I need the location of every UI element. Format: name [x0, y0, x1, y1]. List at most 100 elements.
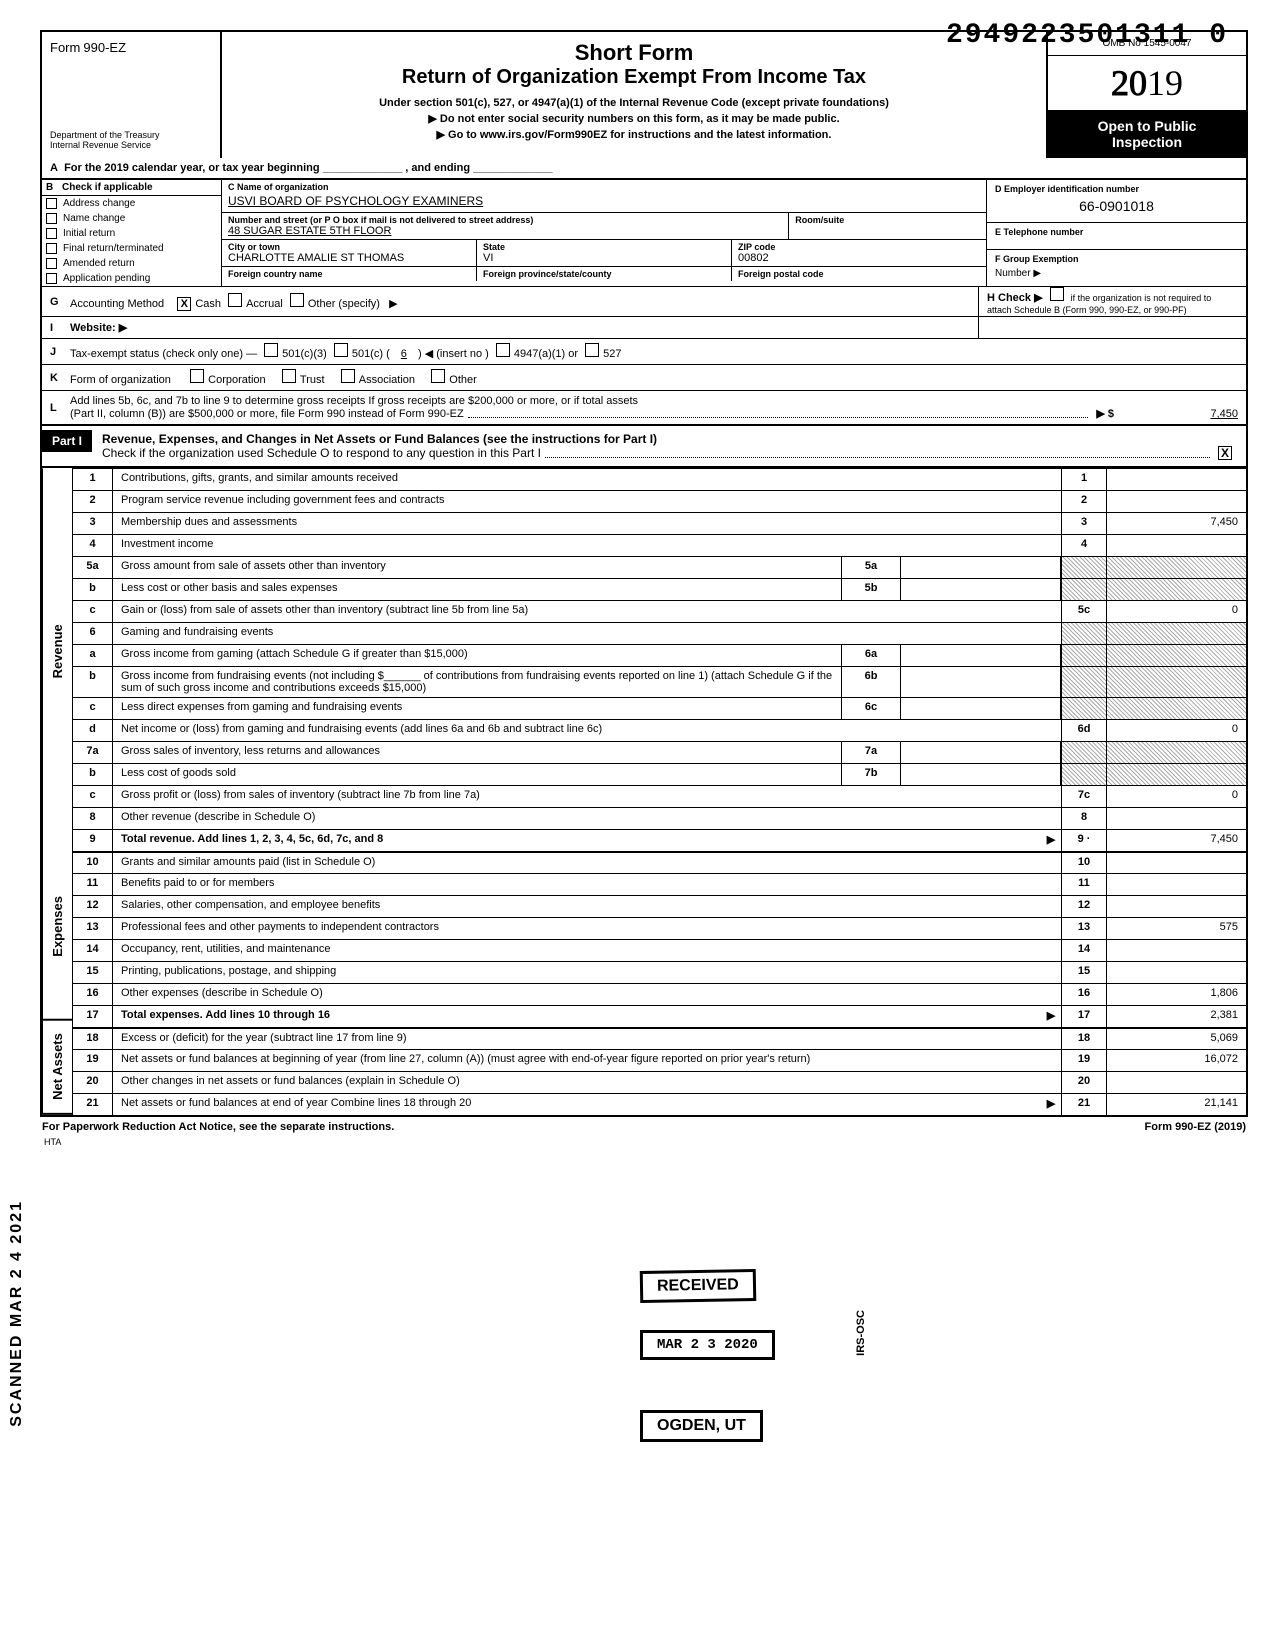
side-netassets: Net Assets: [42, 1021, 72, 1115]
right-line-no: 13: [1061, 918, 1106, 939]
chk-other[interactable]: [290, 293, 304, 307]
line-desc: Net assets or fund balances at beginning…: [113, 1050, 1061, 1071]
line-number: 3: [73, 513, 113, 534]
chk-amended[interactable]: [46, 258, 57, 269]
line-desc: Gross income from gaming (attach Schedul…: [113, 645, 841, 666]
line-desc: Other revenue (describe in Schedule O): [113, 808, 1061, 829]
open-public-2: Inspection: [1056, 134, 1238, 150]
right-line-no: [1061, 557, 1106, 578]
part1-check[interactable]: X: [1218, 446, 1232, 460]
right-line-no: 11: [1061, 874, 1106, 895]
table-row: 13Professional fees and other payments t…: [73, 917, 1246, 939]
chk-corp[interactable]: [190, 369, 204, 383]
chk-pending[interactable]: [46, 273, 57, 284]
right-line-val: 2,381: [1106, 1006, 1246, 1027]
footer: For Paperwork Reduction Act Notice, see …: [40, 1117, 1248, 1137]
chk-h[interactable]: [1050, 287, 1064, 301]
chk-cash[interactable]: X: [177, 297, 191, 311]
chk-4947[interactable]: [496, 343, 510, 357]
right-line-no: 10: [1061, 853, 1106, 873]
opt-4947: 4947(a)(1) or: [514, 348, 578, 360]
right-line-val: 575: [1106, 918, 1246, 939]
right-line-val: [1106, 535, 1246, 556]
right-line-val: [1106, 853, 1246, 873]
right-line-no: [1061, 623, 1106, 644]
row-a-fiscal: A For the 2019 calendar year, or tax yea…: [40, 158, 1248, 180]
line-number: b: [73, 667, 113, 697]
line-desc: Less direct expenses from gaming and fun…: [113, 698, 841, 719]
right-line-val: [1106, 1072, 1246, 1093]
city-val: CHARLOTTE AMALIE ST THOMAS: [228, 252, 470, 264]
line-number: c: [73, 786, 113, 807]
g-label: Accounting Method: [70, 298, 164, 310]
row-g: G Accounting Method XCash Accrual Other …: [40, 286, 1248, 316]
opt-trust: Trust: [300, 374, 325, 386]
chk-assoc[interactable]: [341, 369, 355, 383]
right-line-no: 4: [1061, 535, 1106, 556]
row-k: K Form of organization Corporation Trust…: [40, 364, 1248, 390]
lbl-pending: Application pending: [63, 273, 150, 284]
line-number: 19: [73, 1050, 113, 1071]
line-desc: Other expenses (describe in Schedule O): [113, 984, 1061, 1005]
mid-line-val: [901, 698, 1061, 719]
line-desc: Total revenue. Add lines 1, 2, 3, 4, 5c,…: [113, 830, 1041, 851]
line-desc: Gross profit or (loss) from sales of inv…: [113, 786, 1061, 807]
right-line-val: [1106, 623, 1246, 644]
right-line-val: 7,450: [1106, 830, 1246, 851]
lbl-amended: Amended return: [63, 258, 135, 269]
right-line-no: 19: [1061, 1050, 1106, 1071]
table-row: 6Gaming and fundraising events: [73, 622, 1246, 644]
right-line-no: 3: [1061, 513, 1106, 534]
chk-final[interactable]: [46, 243, 57, 254]
stamp-irs-osc: IRS-OSC: [855, 1310, 867, 1356]
table-row: 16Other expenses (describe in Schedule O…: [73, 983, 1246, 1005]
line-desc: Salaries, other compensation, and employ…: [113, 896, 1061, 917]
lbl-address-change: Address change: [63, 198, 135, 209]
right-line-val: 7,450: [1106, 513, 1246, 534]
chk-name[interactable]: [46, 213, 57, 224]
chk-address[interactable]: [46, 198, 57, 209]
mid-line-val: [901, 557, 1061, 578]
line-number: 9: [73, 830, 113, 851]
right-line-val: 16,072: [1106, 1050, 1246, 1071]
sub2: ▶ Do not enter social security numbers o…: [234, 112, 1034, 125]
table-row: 11Benefits paid to or for members11: [73, 873, 1246, 895]
table-row: 18Excess or (deficit) for the year (subt…: [73, 1027, 1246, 1049]
chk-527[interactable]: [585, 343, 599, 357]
opt-6: 6: [393, 348, 415, 360]
chk-accrual[interactable]: [228, 293, 242, 307]
chk-501c[interactable]: [334, 343, 348, 357]
mid-line-no: 5b: [841, 579, 901, 600]
opt-corp: Corporation: [208, 374, 265, 386]
main-table: Revenue Expenses Net Assets 1Contributio…: [40, 468, 1248, 1117]
title-short-form: Short Form: [234, 40, 1034, 66]
chk-initial[interactable]: [46, 228, 57, 239]
line-number: 16: [73, 984, 113, 1005]
l-val: 7,450: [1118, 408, 1238, 420]
lbl-name-change: Name change: [63, 213, 125, 224]
right-line-no: 16: [1061, 984, 1106, 1005]
chk-trust[interactable]: [282, 369, 296, 383]
chk-501c3[interactable]: [264, 343, 278, 357]
line-desc: Benefits paid to or for members: [113, 874, 1061, 895]
l-text2: (Part II, column (B)) are $500,000 or mo…: [70, 408, 464, 420]
mid-line-no: 5a: [841, 557, 901, 578]
line-desc: Gross sales of inventory, less returns a…: [113, 742, 841, 763]
right-line-val: 1,806: [1106, 984, 1246, 1005]
right-line-no: 15: [1061, 962, 1106, 983]
j-label: Tax-exempt status (check only one) —: [70, 348, 257, 360]
line-number: 7a: [73, 742, 113, 763]
state-label: State: [483, 242, 725, 252]
line-number: 20: [73, 1072, 113, 1093]
right-line-no: 9 ·: [1061, 830, 1106, 851]
f-sub: Number ▶: [995, 264, 1238, 279]
right-line-val: [1106, 940, 1246, 961]
mid-line-val: [901, 645, 1061, 666]
mid-line-no: 7b: [841, 764, 901, 785]
table-row: 2Program service revenue including gover…: [73, 490, 1246, 512]
chk-koth[interactable]: [431, 369, 445, 383]
mid-line-val: [901, 667, 1061, 697]
line-number: 8: [73, 808, 113, 829]
right-line-val: [1106, 491, 1246, 512]
table-row: 3Membership dues and assessments37,450: [73, 512, 1246, 534]
